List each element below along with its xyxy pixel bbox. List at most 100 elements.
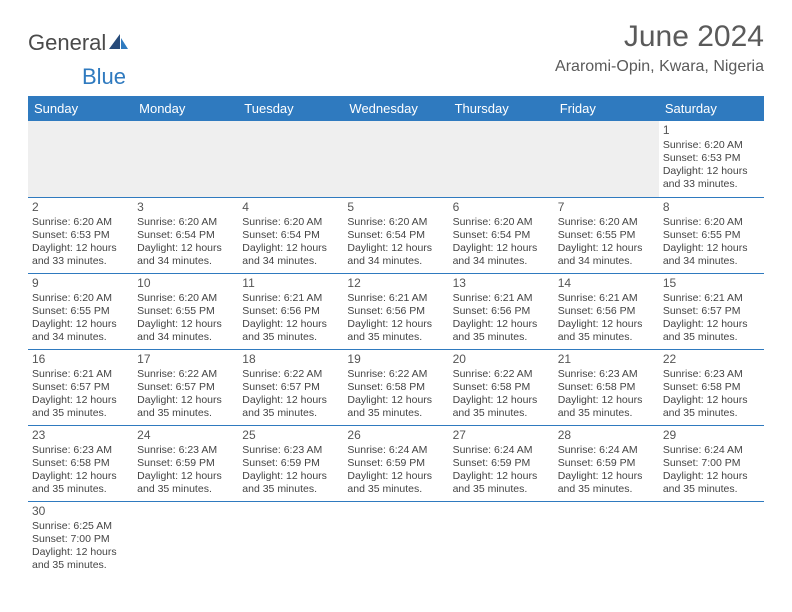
calendar-cell: 23Sunrise: 6:23 AMSunset: 6:58 PMDayligh…: [28, 425, 133, 501]
day-number: 19: [347, 352, 444, 367]
calendar-cell: 2Sunrise: 6:20 AMSunset: 6:53 PMDaylight…: [28, 197, 133, 273]
sunrise-text: Sunrise: 6:20 AM: [242, 216, 339, 229]
calendar-cell: [554, 501, 659, 577]
day-number: 18: [242, 352, 339, 367]
day-header: Friday: [554, 96, 659, 121]
day-number: 21: [558, 352, 655, 367]
calendar-week: 23Sunrise: 6:23 AMSunset: 6:58 PMDayligh…: [28, 425, 764, 501]
day-number: 13: [453, 276, 550, 291]
daylight-text: Daylight: 12 hours and 35 minutes.: [453, 318, 550, 344]
sunset-text: Sunset: 6:55 PM: [32, 305, 129, 318]
calendar-cell: 19Sunrise: 6:22 AMSunset: 6:58 PMDayligh…: [343, 349, 448, 425]
sunset-text: Sunset: 6:57 PM: [32, 381, 129, 394]
day-number: 23: [32, 428, 129, 443]
calendar-week: 30Sunrise: 6:25 AMSunset: 7:00 PMDayligh…: [28, 501, 764, 577]
sunset-text: Sunset: 6:58 PM: [453, 381, 550, 394]
calendar-cell: [238, 501, 343, 577]
sunrise-text: Sunrise: 6:21 AM: [453, 292, 550, 305]
daylight-text: Daylight: 12 hours and 34 minutes.: [663, 242, 760, 268]
calendar-week: 2Sunrise: 6:20 AMSunset: 6:53 PMDaylight…: [28, 197, 764, 273]
daylight-text: Daylight: 12 hours and 34 minutes.: [137, 242, 234, 268]
month-title: June 2024: [555, 20, 764, 54]
daylight-text: Daylight: 12 hours and 35 minutes.: [347, 318, 444, 344]
day-number: 15: [663, 276, 760, 291]
sunrise-text: Sunrise: 6:20 AM: [347, 216, 444, 229]
calendar-cell: 16Sunrise: 6:21 AMSunset: 6:57 PMDayligh…: [28, 349, 133, 425]
daylight-text: Daylight: 12 hours and 35 minutes.: [242, 394, 339, 420]
calendar-cell: 13Sunrise: 6:21 AMSunset: 6:56 PMDayligh…: [449, 273, 554, 349]
day-number: 6: [453, 200, 550, 215]
calendar-cell: 12Sunrise: 6:21 AMSunset: 6:56 PMDayligh…: [343, 273, 448, 349]
sunset-text: Sunset: 6:58 PM: [347, 381, 444, 394]
daylight-text: Daylight: 12 hours and 35 minutes.: [137, 470, 234, 496]
calendar-cell: [133, 121, 238, 197]
sunrise-text: Sunrise: 6:20 AM: [453, 216, 550, 229]
day-number: 3: [137, 200, 234, 215]
calendar-week: 16Sunrise: 6:21 AMSunset: 6:57 PMDayligh…: [28, 349, 764, 425]
logo-text-blue: Blue: [82, 64, 792, 90]
calendar-cell: 18Sunrise: 6:22 AMSunset: 6:57 PMDayligh…: [238, 349, 343, 425]
sunset-text: Sunset: 6:59 PM: [558, 457, 655, 470]
daylight-text: Daylight: 12 hours and 35 minutes.: [347, 394, 444, 420]
day-number: 22: [663, 352, 760, 367]
calendar-body: 1Sunrise: 6:20 AMSunset: 6:53 PMDaylight…: [28, 121, 764, 577]
sunset-text: Sunset: 6:56 PM: [453, 305, 550, 318]
day-number: 24: [137, 428, 234, 443]
day-number: 2: [32, 200, 129, 215]
day-number: 30: [32, 504, 129, 519]
calendar-cell: 30Sunrise: 6:25 AMSunset: 7:00 PMDayligh…: [28, 501, 133, 577]
calendar-cell: [133, 501, 238, 577]
calendar-cell: 14Sunrise: 6:21 AMSunset: 6:56 PMDayligh…: [554, 273, 659, 349]
sunrise-text: Sunrise: 6:24 AM: [663, 444, 760, 457]
sunset-text: Sunset: 6:56 PM: [242, 305, 339, 318]
day-header: Sunday: [28, 96, 133, 121]
day-number: 26: [347, 428, 444, 443]
sunset-text: Sunset: 6:53 PM: [663, 152, 760, 165]
daylight-text: Daylight: 12 hours and 35 minutes.: [242, 318, 339, 344]
calendar-cell: 21Sunrise: 6:23 AMSunset: 6:58 PMDayligh…: [554, 349, 659, 425]
sunrise-text: Sunrise: 6:24 AM: [453, 444, 550, 457]
sunset-text: Sunset: 6:58 PM: [663, 381, 760, 394]
daylight-text: Daylight: 12 hours and 35 minutes.: [32, 546, 129, 572]
day-number: 20: [453, 352, 550, 367]
sunset-text: Sunset: 6:59 PM: [242, 457, 339, 470]
sunset-text: Sunset: 6:54 PM: [137, 229, 234, 242]
day-number: 17: [137, 352, 234, 367]
calendar-cell: 11Sunrise: 6:21 AMSunset: 6:56 PMDayligh…: [238, 273, 343, 349]
sunrise-text: Sunrise: 6:20 AM: [663, 139, 760, 152]
logo-sail-icon: [108, 30, 130, 56]
day-number: 16: [32, 352, 129, 367]
sunset-text: Sunset: 6:54 PM: [453, 229, 550, 242]
sunset-text: Sunset: 6:54 PM: [242, 229, 339, 242]
sunrise-text: Sunrise: 6:22 AM: [453, 368, 550, 381]
daylight-text: Daylight: 12 hours and 33 minutes.: [32, 242, 129, 268]
calendar-cell: 4Sunrise: 6:20 AMSunset: 6:54 PMDaylight…: [238, 197, 343, 273]
sunset-text: Sunset: 6:55 PM: [663, 229, 760, 242]
sunrise-text: Sunrise: 6:24 AM: [347, 444, 444, 457]
calendar-cell: [238, 121, 343, 197]
day-header: Saturday: [659, 96, 764, 121]
logo: General: [28, 20, 130, 56]
calendar-cell: 20Sunrise: 6:22 AMSunset: 6:58 PMDayligh…: [449, 349, 554, 425]
sunrise-text: Sunrise: 6:21 AM: [347, 292, 444, 305]
daylight-text: Daylight: 12 hours and 35 minutes.: [558, 394, 655, 420]
day-number: 5: [347, 200, 444, 215]
day-header: Thursday: [449, 96, 554, 121]
daylight-text: Daylight: 12 hours and 35 minutes.: [32, 470, 129, 496]
day-number: 9: [32, 276, 129, 291]
daylight-text: Daylight: 12 hours and 33 minutes.: [663, 165, 760, 191]
sunrise-text: Sunrise: 6:21 AM: [663, 292, 760, 305]
sunset-text: Sunset: 7:00 PM: [32, 533, 129, 546]
calendar-cell: 22Sunrise: 6:23 AMSunset: 6:58 PMDayligh…: [659, 349, 764, 425]
sunrise-text: Sunrise: 6:21 AM: [32, 368, 129, 381]
sunset-text: Sunset: 6:57 PM: [242, 381, 339, 394]
sunrise-text: Sunrise: 6:23 AM: [663, 368, 760, 381]
daylight-text: Daylight: 12 hours and 35 minutes.: [663, 470, 760, 496]
calendar-cell: [449, 501, 554, 577]
daylight-text: Daylight: 12 hours and 34 minutes.: [453, 242, 550, 268]
daylight-text: Daylight: 12 hours and 34 minutes.: [137, 318, 234, 344]
logo-text-general: General: [28, 30, 106, 56]
daylight-text: Daylight: 12 hours and 35 minutes.: [558, 318, 655, 344]
sunrise-text: Sunrise: 6:25 AM: [32, 520, 129, 533]
calendar-cell: [28, 121, 133, 197]
